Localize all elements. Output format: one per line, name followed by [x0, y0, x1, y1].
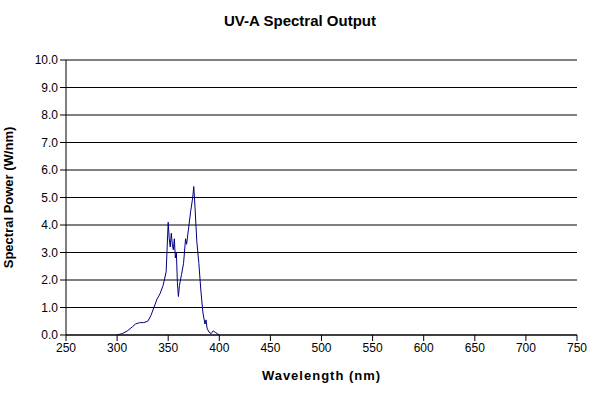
svg-text:9.0: 9.0: [41, 81, 58, 95]
svg-text:1.0: 1.0: [41, 301, 58, 315]
svg-text:650: 650: [465, 341, 485, 355]
svg-text:8.0: 8.0: [41, 108, 58, 122]
svg-text:Spectral Power (W/nm): Spectral Power (W/nm): [1, 127, 16, 269]
html-text:UV-A Spectral Output: UV-A Spectral Output: [224, 12, 376, 29]
svg-text:0.0: 0.0: [41, 328, 58, 342]
svg-text:750: 750: [567, 341, 587, 355]
svg-text:Wavelength (nm): Wavelength (nm): [262, 368, 381, 383]
svg-text:500: 500: [311, 341, 331, 355]
svg-text:600: 600: [414, 341, 434, 355]
svg-text:5.0: 5.0: [41, 191, 58, 205]
svg-text:4.0: 4.0: [41, 218, 58, 232]
svg-text:400: 400: [209, 341, 229, 355]
svg-text:550: 550: [363, 341, 383, 355]
svg-text:700: 700: [516, 341, 536, 355]
svg-text:2.0: 2.0: [41, 273, 58, 287]
svg-text:300: 300: [107, 341, 127, 355]
svg-text:250: 250: [56, 341, 76, 355]
svg-text:6.0: 6.0: [41, 163, 58, 177]
svg-text:350: 350: [158, 341, 178, 355]
svg-text:3.0: 3.0: [41, 246, 58, 260]
svg-text:10.0: 10.0: [35, 53, 59, 67]
svg-text:450: 450: [260, 341, 280, 355]
svg-text:7.0: 7.0: [41, 136, 58, 150]
